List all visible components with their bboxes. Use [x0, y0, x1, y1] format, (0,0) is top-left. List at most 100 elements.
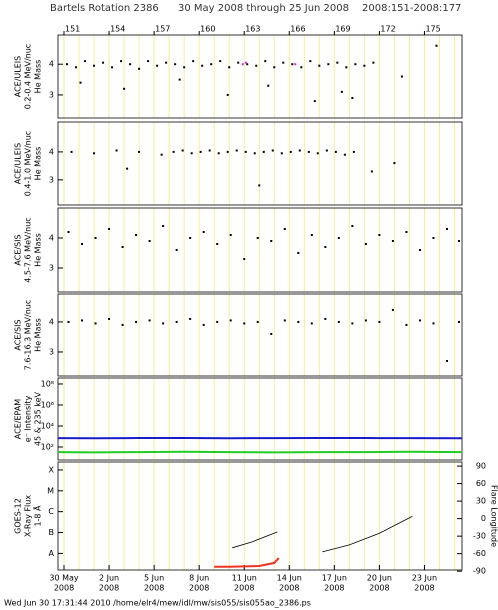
y-axis-label: He Mass — [34, 318, 43, 352]
data-point — [280, 152, 283, 155]
data-point — [432, 237, 435, 239]
data-point — [202, 323, 205, 326]
data-point — [309, 60, 312, 63]
data-point — [294, 63, 297, 66]
data-point — [67, 320, 70, 323]
data-point — [165, 61, 168, 64]
y-tick-label: 4 — [49, 234, 54, 243]
data-point — [363, 64, 366, 67]
y-tick-label: A — [49, 549, 55, 558]
y-tick-label: 3 — [49, 90, 54, 99]
data-point — [378, 320, 381, 323]
data-point — [244, 150, 247, 153]
data-point — [79, 81, 82, 84]
data-point — [445, 228, 448, 230]
data-point — [307, 150, 310, 153]
data-point — [334, 150, 337, 153]
y2-tick-label: 0 — [481, 514, 486, 523]
data-point — [313, 100, 316, 103]
x-tick-label: 154 — [110, 25, 125, 34]
data-point — [135, 234, 138, 236]
data-point — [135, 320, 138, 323]
x-tick-label: 2008 — [54, 584, 74, 593]
x-tick-label: 2008 — [369, 584, 389, 593]
data-point — [111, 66, 114, 69]
data-point — [316, 152, 319, 155]
title: Bartels Rotation 2386 — [50, 3, 159, 14]
data-point — [138, 67, 141, 70]
data-point — [378, 234, 381, 236]
y-axis-label: ACE/ULEIS — [14, 143, 23, 184]
x-tick-label: 2 Jun — [99, 574, 119, 583]
data-point — [219, 60, 222, 63]
data-point — [172, 150, 175, 153]
x-tick-label: 2008 — [189, 584, 209, 593]
y-tick-label: C — [48, 507, 54, 516]
y-axis-label: He Mass — [34, 233, 43, 267]
x-tick-label: 157 — [155, 25, 170, 34]
data-point — [108, 317, 111, 320]
y-tick-label: 3 — [49, 264, 54, 273]
y2-tick-label: -30 — [473, 532, 486, 541]
x-tick-label: 11 Jun — [232, 574, 257, 583]
y-axis-label: 1-8 Å — [32, 505, 43, 527]
y-axis-label: e⁻ Intensity — [24, 395, 33, 442]
y-axis-label: He Mass — [34, 147, 43, 181]
data-point — [208, 149, 211, 152]
data-line — [57, 450, 463, 454]
data-point — [291, 63, 294, 66]
data-point — [318, 64, 321, 67]
data-point — [148, 319, 151, 322]
data-point — [405, 231, 408, 233]
y2-tick-label: 90 — [476, 462, 486, 471]
data-point — [255, 64, 258, 67]
footer: Wed Jun 30 17:31:44 2010 /home/elr4/mew/… — [4, 599, 311, 608]
data-point — [210, 63, 213, 66]
data-point — [192, 60, 195, 63]
y-axis-label: 4.5-7.6 MeV/nuc — [24, 217, 33, 282]
data-point — [94, 322, 97, 325]
data-point — [253, 152, 256, 155]
data-point — [162, 225, 165, 227]
data-point — [273, 66, 276, 69]
data-point — [337, 320, 340, 323]
panel-frame — [57, 377, 463, 461]
data-point — [432, 322, 435, 325]
data-point — [370, 170, 373, 173]
x-tick-label: 2008 — [324, 584, 344, 593]
data-point — [297, 252, 300, 254]
y-axis-label: ACE/SIS — [14, 234, 23, 265]
data-point — [364, 319, 367, 322]
y-tick-label: 3 — [49, 347, 54, 356]
y2-tick-label: -60 — [473, 549, 486, 558]
data-point — [256, 320, 259, 323]
data-point — [289, 150, 292, 153]
data-point — [352, 150, 355, 153]
y-tick-label: 10² — [41, 443, 54, 452]
y-axis-label: GOES-12 — [14, 498, 23, 534]
y2-axis-label: Flare Longitude — [490, 485, 498, 547]
x-tick-label: 2008 — [99, 584, 119, 593]
panel-frame — [57, 34, 463, 119]
y-axis-label: 0.4-1.0 MeV/nuc — [24, 131, 33, 196]
data-point — [229, 234, 232, 236]
y-axis-label: X-Ray Flux — [24, 495, 33, 537]
data-point — [226, 93, 229, 96]
x-tick-label: 2008 — [144, 584, 164, 593]
data-point — [337, 237, 340, 239]
x-tick-label: 160 — [200, 25, 215, 34]
data-point — [271, 149, 274, 152]
data-point — [129, 63, 132, 66]
y-axis-label: 45 & 235 keV — [34, 391, 43, 446]
data-point — [343, 153, 346, 156]
data-point — [93, 152, 96, 155]
y-tick-label: 10⁸ — [41, 379, 54, 388]
data-point — [270, 240, 273, 242]
x-tick-label: 169 — [335, 25, 350, 34]
data-point — [84, 60, 87, 63]
data-point — [199, 150, 202, 153]
x-tick-label: 163 — [245, 25, 260, 34]
y-tick-label: 4 — [49, 147, 54, 156]
data-point — [270, 332, 273, 335]
